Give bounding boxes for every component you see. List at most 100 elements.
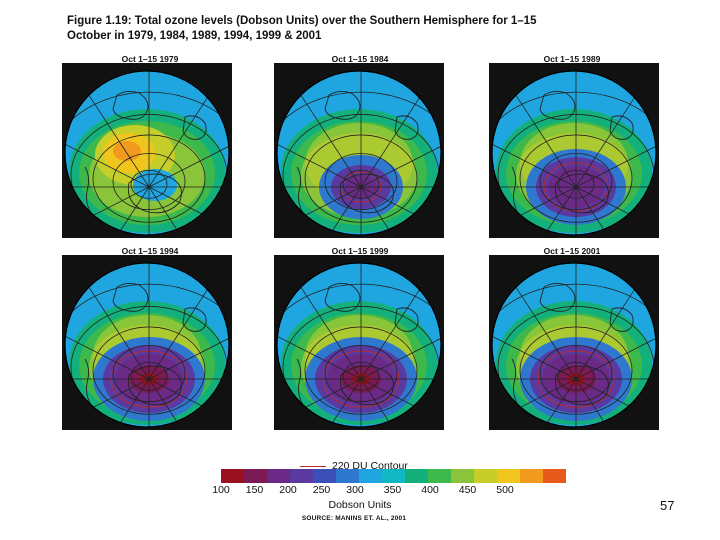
- page-number: 57: [660, 498, 675, 513]
- colorbar-swatch: [543, 469, 566, 483]
- latitude-circle: [557, 361, 595, 391]
- ozone-low-pole: [133, 169, 177, 201]
- latitude-circle: [92, 326, 206, 415]
- latitude-circle: [539, 153, 613, 211]
- meridian-line: [65, 303, 150, 380]
- latitude-circle: [112, 153, 186, 211]
- africa-outline: [324, 282, 361, 312]
- colorbar-tick: 200: [279, 484, 297, 496]
- antarctica-outline: [339, 173, 394, 214]
- ozone-globe: [274, 255, 444, 430]
- contour-line-swatch: [300, 465, 326, 467]
- meridian-line: [360, 111, 441, 188]
- meridian-line: [492, 303, 577, 380]
- colorbar-swatch: [336, 469, 359, 483]
- latitude-circle: [112, 345, 186, 403]
- antarctica-outline: [127, 365, 182, 406]
- meridian-line: [575, 378, 656, 427]
- colorbar-tick: 250: [312, 484, 331, 496]
- colorbar-swatch: [244, 469, 267, 483]
- australia-outline: [394, 115, 419, 140]
- meridian-line: [575, 303, 656, 380]
- south-america-outline: [511, 166, 519, 214]
- units-label: Dobson Units: [328, 499, 392, 511]
- latitude-circle: [324, 153, 398, 211]
- latitude-circle: [92, 134, 206, 223]
- map-title-1994: Oct 1–15 1994: [121, 246, 179, 256]
- latitude-circle: [492, 283, 656, 427]
- ozone-map-1984: [274, 63, 444, 238]
- latitude-circle: [304, 326, 418, 415]
- colorbar-tick: 300: [346, 484, 364, 496]
- south-america-outline: [84, 358, 92, 406]
- colorbar-swatch: [359, 469, 382, 483]
- meridian-line: [360, 186, 441, 235]
- colorbar-swatch: [382, 469, 405, 483]
- meridian-line: [492, 378, 577, 427]
- latitude-circle: [277, 283, 441, 427]
- latitude-circle: [539, 345, 613, 403]
- colorbar-swatch: [474, 469, 497, 483]
- colorbar-tick: 450: [458, 484, 477, 496]
- meridian-line: [148, 378, 229, 427]
- ozone-map-1989: [489, 63, 659, 238]
- latitude-circle: [519, 134, 633, 223]
- colorbar-tick: 150: [245, 484, 264, 496]
- australia-outline: [182, 115, 207, 140]
- latitude-circle: [304, 134, 418, 223]
- colorbar-tick: 500: [496, 484, 514, 496]
- antarctica-outline: [554, 173, 609, 214]
- globe-rim: [64, 70, 230, 236]
- colorbar-swatch: [497, 469, 520, 483]
- africa-outline: [324, 90, 361, 120]
- meridian-line: [575, 186, 656, 235]
- colorbar-swatch: [221, 469, 244, 483]
- latitude-circle: [130, 169, 168, 199]
- meridian-line: [277, 186, 362, 235]
- latitude-circle: [65, 91, 229, 235]
- ozone-map-2001: [489, 255, 659, 430]
- map-title-1999: Oct 1–15 1999: [331, 246, 389, 256]
- figure-caption: Figure 1.19: Total ozone levels (Dobson …: [67, 15, 537, 42]
- map-title-1989: Oct 1–15 1989: [543, 54, 601, 64]
- meridian-line: [277, 111, 362, 188]
- globe-rim: [491, 70, 657, 236]
- meridian-line: [65, 111, 150, 188]
- africa-outline: [112, 90, 149, 120]
- meridian-line: [148, 186, 229, 235]
- colorbar-tick: 350: [383, 484, 402, 496]
- ozone-map-1979: [62, 63, 232, 238]
- ozone-map-1994: [62, 255, 232, 430]
- colorbar-ticks: 100 150 200 250 300 350 400 450 500: [0, 484, 720, 496]
- latitude-circle: [324, 345, 398, 403]
- antarctica-outline: [127, 173, 182, 214]
- latitude-circle: [557, 169, 595, 199]
- africa-outline: [112, 282, 149, 312]
- latitude-circle: [277, 91, 441, 235]
- meridian-line: [360, 378, 441, 427]
- africa-outline: [539, 282, 576, 312]
- map-title-1984: Oct 1–15 1984: [331, 54, 389, 64]
- meridian-line: [148, 303, 229, 380]
- latitude-circle: [130, 361, 168, 391]
- ozone-globe: [489, 63, 659, 238]
- colorbar-tick: 400: [421, 484, 439, 496]
- globe-rim: [276, 70, 442, 236]
- latitude-circle: [519, 326, 633, 415]
- south-america-outline: [296, 358, 304, 406]
- australia-outline: [394, 307, 419, 332]
- meridian-line: [575, 111, 656, 188]
- meridian-line: [277, 378, 362, 427]
- meridian-line: [492, 186, 577, 235]
- globe-rim: [276, 262, 442, 428]
- map-title-2001: Oct 1–15 2001: [543, 246, 601, 256]
- colorbar-swatch: [313, 469, 336, 483]
- colorbar-swatch: [405, 469, 428, 483]
- latitude-circle: [492, 91, 656, 235]
- colorbar-swatch: [267, 469, 290, 483]
- africa-outline: [539, 90, 576, 120]
- map-title-1979: Oct 1–15 1979: [121, 54, 179, 64]
- antarctica-outline: [339, 365, 394, 406]
- meridian-line: [65, 378, 150, 427]
- colorbar-swatch: [451, 469, 474, 483]
